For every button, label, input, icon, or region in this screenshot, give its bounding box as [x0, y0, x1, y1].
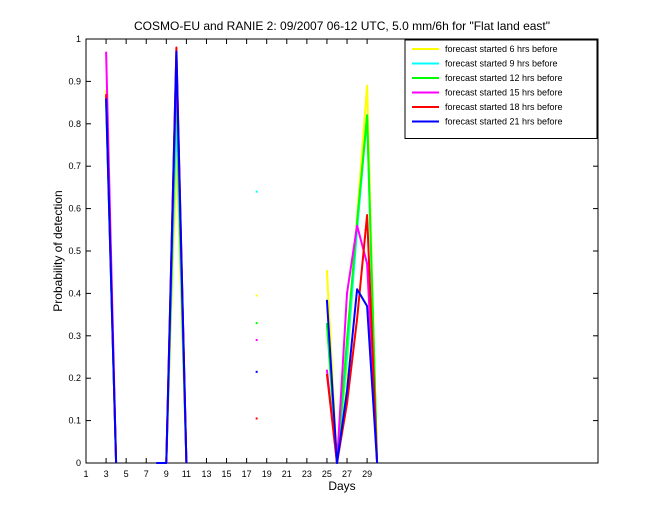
x-axis: 1 3 5 7 9 11 13 15 17 19 21 23 25 27 29 [83, 39, 372, 479]
y-tick-label: 0.5 [68, 246, 81, 256]
chart-title: COSMO-EU and RANIE 2: 09/2007 06-12 UTC,… [134, 19, 550, 33]
x-tick-label: 21 [282, 469, 292, 479]
x-tick-label: 15 [222, 469, 232, 479]
y-tick-label: 0.4 [68, 288, 81, 298]
x-tick-label: 27 [342, 469, 352, 479]
y-tick-label: 0.8 [68, 119, 81, 129]
x-tick-label: 17 [242, 469, 252, 479]
x-tick-label: 25 [322, 469, 332, 479]
x-axis-label: Days [328, 479, 355, 493]
x-tick-label: 3 [104, 469, 109, 479]
series-line-6 [156, 50, 188, 464]
series-line-6 [325, 288, 379, 464]
x-tick-label: 7 [144, 469, 149, 479]
legend: forecast started 6 hrs before forecast st… [404, 39, 598, 139]
x-tick-label: 1 [83, 469, 88, 479]
x-tick-label: 5 [124, 469, 129, 479]
x-tick-label: 23 [302, 469, 312, 479]
legend-entry: forecast started 6 hrs before [445, 44, 558, 54]
legend-entry: forecast started 18 hrs before [445, 102, 563, 112]
y-tick-label: 0.7 [68, 161, 81, 171]
legend-entry: forecast started 21 hrs before [445, 117, 563, 127]
x-tick-label: 9 [164, 469, 169, 479]
legend-entry: forecast started 12 hrs before [445, 73, 563, 83]
y-tick-label: 0.1 [68, 416, 81, 426]
x-tick-label: 11 [182, 469, 191, 479]
y-tick-label: 0.3 [68, 331, 81, 341]
x-tick-label: 13 [201, 469, 211, 479]
series-line-6 [105, 98, 118, 464]
x-tick-label: 19 [262, 469, 272, 479]
y-axis: 0 0.1 0.2 0.3 0.4 0.5 0.6 0.7 0.8 0.9 1 [68, 34, 598, 468]
y-tick-label: 0.6 [68, 204, 81, 214]
legend-entry: forecast started 9 hrs before [445, 59, 558, 69]
y-tick-label: 0.2 [68, 373, 81, 383]
y-axis-label: Probability of detection [51, 190, 65, 311]
series-group [105, 46, 379, 464]
x-tick-label: 29 [362, 469, 372, 479]
y-tick-label: 0.9 [68, 76, 81, 86]
y-tick-label: 1 [76, 34, 81, 44]
legend-entry: forecast started 15 hrs before [445, 88, 563, 98]
y-tick-label: 0 [76, 458, 81, 468]
